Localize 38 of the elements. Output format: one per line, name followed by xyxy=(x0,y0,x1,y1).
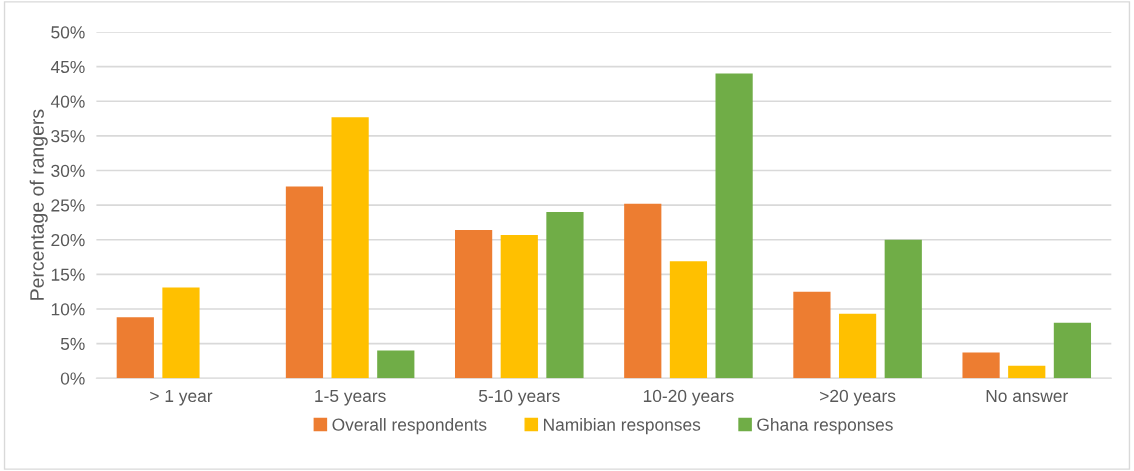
bar xyxy=(624,203,662,379)
x-tick-label: 1-5 years xyxy=(315,389,386,406)
y-tick-label: 35% xyxy=(51,130,85,143)
y-tick-label: 30% xyxy=(51,164,85,177)
y-tick-label: 15% xyxy=(51,268,85,281)
y-tick-label: 45% xyxy=(50,60,85,74)
bar xyxy=(1008,365,1046,379)
x-tick-label: 5-10 years xyxy=(478,389,560,406)
bar xyxy=(162,287,200,379)
bar xyxy=(285,186,324,379)
y-tick-label: 10% xyxy=(51,303,85,316)
y-axis-title: Percentage of rangers xyxy=(29,109,48,300)
x-tick-label: > 1 year xyxy=(150,389,213,406)
bar xyxy=(546,212,584,379)
legend-label: Namibian responses xyxy=(543,418,701,435)
x-tick-label: >20 years xyxy=(820,389,896,406)
bar xyxy=(500,234,538,379)
bar xyxy=(715,73,753,379)
bar xyxy=(1053,322,1092,379)
y-tick-label: 40% xyxy=(50,95,85,108)
bar xyxy=(331,117,369,379)
bar xyxy=(455,230,493,379)
y-tick-label: 50% xyxy=(51,26,85,39)
x-tick-label: 10-20 years xyxy=(643,389,734,406)
bar xyxy=(669,261,708,379)
bar xyxy=(793,291,831,379)
bar xyxy=(377,350,415,379)
bar xyxy=(962,352,1000,379)
y-tick-label: 25% xyxy=(51,199,85,212)
legend-label: Ghana responses xyxy=(757,418,893,435)
legend-label: Overall respondents xyxy=(332,418,487,435)
y-tick-label: 5% xyxy=(60,337,85,351)
bar xyxy=(884,239,922,379)
bar xyxy=(838,313,877,379)
bar xyxy=(116,317,154,379)
y-tick-label: 20% xyxy=(51,233,85,247)
y-tick-label: 0% xyxy=(60,372,85,385)
x-tick-label: No answer xyxy=(986,389,1068,403)
